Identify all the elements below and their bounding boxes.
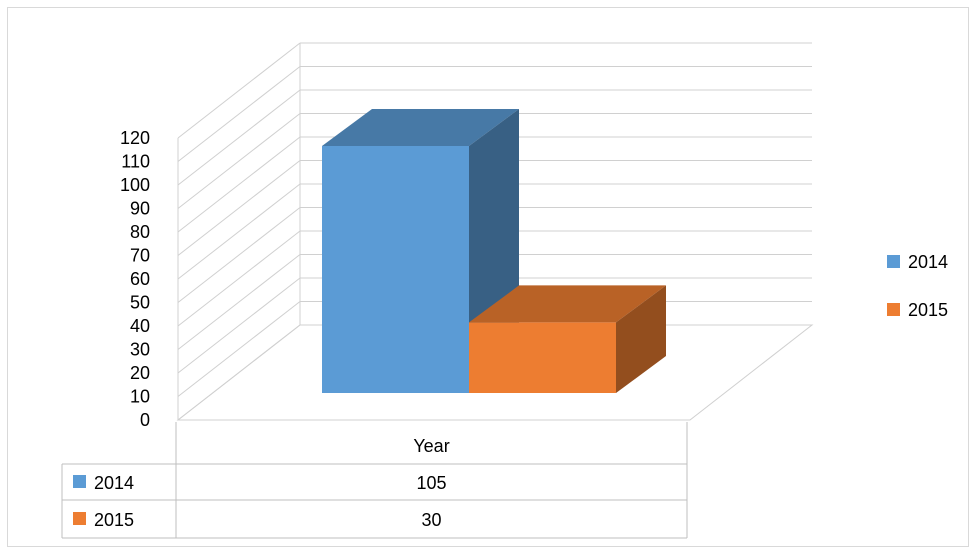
y-tick-label-30: 30	[130, 340, 150, 360]
gridline-side-40	[177, 230, 301, 327]
gridline-side-70	[177, 160, 301, 256]
gridline-side-10	[177, 301, 301, 397]
table-swatch-2015	[73, 512, 86, 525]
data-table: Year 2014 105 2015 30	[61, 422, 688, 539]
gridline-side-60	[177, 183, 301, 280]
bar-side-2015	[616, 285, 666, 393]
y-tick-label-70: 70	[130, 246, 150, 266]
bar-front-2014	[322, 146, 469, 393]
gridline-side-50	[177, 207, 301, 303]
legend-swatch-2014	[887, 255, 900, 268]
gridline-side-0	[177, 324, 301, 421]
y-tick-label-60: 60	[130, 269, 150, 289]
y-tick-label-40: 40	[130, 316, 150, 336]
table-swatch-2014	[73, 475, 86, 488]
table-series-label-2015: 2015	[94, 510, 134, 530]
y-tick-label-10: 10	[130, 387, 150, 407]
bar-front-2015	[469, 322, 616, 393]
y-tick-label-20: 20	[130, 363, 150, 383]
legend-label-2015: 2015	[908, 300, 948, 320]
y-tick-label-100: 100	[120, 175, 150, 195]
legend: 2014 2015	[887, 252, 948, 320]
legend-label-2014: 2014	[908, 252, 948, 272]
bars	[322, 109, 666, 393]
gridline-side-120	[177, 42, 301, 139]
legend-swatch-2015	[887, 303, 900, 316]
table-series-label-2014: 2014	[94, 473, 134, 493]
gridline-side-80	[177, 136, 301, 233]
table-header-category: Year	[413, 436, 449, 456]
y-tick-label-120: 120	[120, 128, 150, 148]
bar-top-2014	[322, 109, 519, 146]
gridline-side-90	[177, 113, 301, 209]
bar-top-2015	[469, 285, 666, 323]
table-value-2014: 105	[416, 473, 446, 493]
gridline-side-20	[177, 277, 301, 374]
table-value-2015: 30	[421, 510, 441, 530]
bar-2015	[469, 285, 666, 393]
chart-frame	[7, 7, 969, 547]
y-tick-label-90: 90	[130, 199, 150, 219]
gridline-side-30	[177, 254, 301, 350]
gridline-side-110	[177, 66, 301, 162]
y-axis-tick-labels: 0 10 20 30 40 50 60 70 80 90 100 110 120	[120, 128, 150, 430]
y-tick-label-0: 0	[140, 410, 150, 430]
y-tick-label-80: 80	[130, 222, 150, 242]
gridline-side-100	[177, 89, 301, 186]
y-tick-label-110: 110	[121, 152, 150, 172]
y-tick-label-50: 50	[130, 293, 150, 313]
